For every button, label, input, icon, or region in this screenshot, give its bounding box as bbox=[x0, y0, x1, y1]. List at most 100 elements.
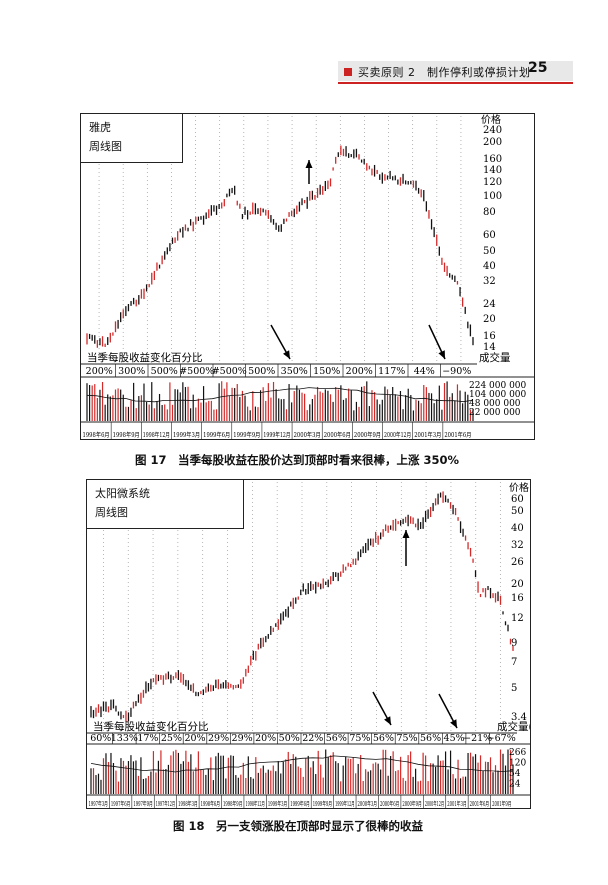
price-tick-label: 32 bbox=[483, 276, 496, 287]
eps-value: 133% bbox=[111, 733, 138, 744]
price-tick-label: 60 bbox=[511, 494, 524, 505]
eps-value: 25% bbox=[161, 733, 182, 744]
arrow-head-icon bbox=[450, 719, 457, 728]
date-label: 1999年9月 bbox=[313, 800, 332, 808]
price-tick-label: 80 bbox=[483, 207, 496, 218]
eps-value: #500% bbox=[212, 366, 247, 377]
eps-value: 22% bbox=[302, 733, 323, 744]
eps-value: 117% bbox=[378, 366, 405, 377]
volume-tick-label: 266 bbox=[509, 748, 526, 758]
volume-axis-label: 成交量 bbox=[479, 351, 511, 364]
eps-value: 56% bbox=[326, 733, 347, 744]
eps-value: 75% bbox=[396, 733, 417, 744]
figure-caption: 图 17 当季每股收益在股价达到顶部时看来很棒，上涨 350% bbox=[135, 453, 460, 467]
price-tick-label: 9 bbox=[511, 638, 517, 649]
date-label: 1997年12月 bbox=[156, 800, 175, 808]
date-label: 1999年9月 bbox=[233, 431, 260, 439]
price-tick-label: 120 bbox=[483, 177, 502, 188]
date-label: 2000年6月 bbox=[380, 800, 399, 808]
date-label: 1999年12月 bbox=[263, 431, 290, 439]
price-tick-label: 14 bbox=[483, 342, 496, 353]
eps-value: 200% bbox=[346, 366, 373, 377]
eps-value: 500% bbox=[248, 366, 275, 377]
volume-tick-label: 224 000 000 bbox=[469, 381, 527, 391]
date-label: 1999年12月 bbox=[335, 800, 354, 808]
eps-value: 44% bbox=[414, 366, 435, 377]
date-label: 2000年9月 bbox=[354, 431, 381, 439]
price-axis-label: 价格 bbox=[509, 481, 529, 494]
date-label: 2001年6月 bbox=[470, 800, 489, 808]
eps-value: 60% bbox=[90, 733, 111, 744]
volume-tick-label: 22 000 000 bbox=[469, 408, 521, 418]
price-tick-label: 24 bbox=[483, 299, 496, 310]
chart-yahoo: 240 200 160 140 120 100 80 60 50 40 32 24 20 16 14 价格 当季… bbox=[80, 113, 535, 440]
price-tick-label: 50 bbox=[511, 506, 524, 517]
price-tick-label: 12 bbox=[511, 613, 524, 624]
running-header: 买卖原则 2 制作停利或停损计划 bbox=[358, 66, 531, 79]
price-tick-label: 20 bbox=[483, 314, 496, 325]
date-label: 1998年9月 bbox=[113, 431, 140, 439]
chart-title: 雅虎 bbox=[89, 121, 111, 134]
eps-value: −90% bbox=[442, 366, 471, 377]
date-label: 2001年6月 bbox=[444, 431, 471, 439]
price-tick-label: 26 bbox=[511, 557, 524, 568]
volume-tick-label: 24 bbox=[509, 780, 521, 790]
eps-value: 29% bbox=[232, 733, 253, 744]
price-tick-label: 40 bbox=[483, 261, 496, 272]
eps-value: 20% bbox=[255, 733, 276, 744]
eps-value: −21% bbox=[463, 733, 492, 744]
volume-tick-label: 54 bbox=[509, 769, 521, 779]
eps-value: −67% bbox=[487, 733, 516, 744]
price-tick-label: 60 bbox=[483, 230, 496, 241]
eps-value: 50% bbox=[279, 733, 300, 744]
price-tick-label: 32 bbox=[511, 540, 524, 551]
price-tick-label: 16 bbox=[483, 331, 496, 342]
price-tick-label: 100 bbox=[483, 191, 502, 202]
date-label: 2000年6月 bbox=[324, 431, 351, 439]
price-tick-label: 200 bbox=[483, 137, 502, 148]
eps-value: 350% bbox=[281, 366, 308, 377]
price-axis-label: 价格 bbox=[481, 114, 501, 126]
running-header-bar bbox=[338, 61, 573, 81]
volume-tick-label: 48 000 000 bbox=[469, 399, 521, 409]
eps-value: 56% bbox=[373, 733, 394, 744]
date-label: 2000年3月 bbox=[358, 800, 377, 808]
chart-title: 太阳微系统 bbox=[95, 487, 150, 500]
eps-value: 75% bbox=[349, 733, 370, 744]
eps-value: 29% bbox=[208, 733, 229, 744]
date-label: 2001年3月 bbox=[447, 800, 466, 808]
eps-label: 当季每股收益变化百分比 bbox=[93, 720, 209, 733]
price-tick-label: 50 bbox=[483, 246, 496, 257]
date-label: 1998年12月 bbox=[245, 800, 264, 808]
price-tick-label: 160 bbox=[483, 154, 502, 165]
date-label: 1999年3月 bbox=[173, 431, 200, 439]
price-tick-label: 7 bbox=[511, 657, 517, 668]
date-label: 1997年9月 bbox=[133, 800, 152, 808]
arrow-head-icon bbox=[438, 350, 445, 359]
date-label: 2000年12月 bbox=[425, 800, 444, 808]
volume-average-line bbox=[90, 755, 514, 773]
chart-subtitle: 周线图 bbox=[95, 506, 128, 519]
arrow-head-icon bbox=[283, 350, 290, 359]
date-label: 1997年3月 bbox=[89, 800, 108, 808]
volume-tick-label: 120 bbox=[509, 759, 526, 769]
eps-value: 150% bbox=[313, 366, 340, 377]
figure-caption: 图 18 另一支领涨股在顶部时显示了很棒的收益 bbox=[173, 819, 424, 833]
date-label: 1997年6月 bbox=[111, 800, 130, 808]
price-tick-label: 16 bbox=[511, 593, 524, 604]
price-tick-label: 140 bbox=[483, 165, 502, 176]
date-label: 1998年3月 bbox=[178, 800, 197, 808]
bullet-icon bbox=[344, 68, 352, 76]
price-tick-label: 20 bbox=[511, 579, 524, 590]
eps-value: 500% bbox=[151, 366, 178, 377]
chart-title-box: 雅虎 周线图 bbox=[80, 113, 183, 163]
date-label: 1999年6月 bbox=[203, 431, 230, 439]
arrow-head-icon bbox=[384, 716, 391, 725]
date-label: 2000年9月 bbox=[402, 800, 421, 808]
chart-title-box: 太阳微系统 周线图 bbox=[86, 479, 244, 529]
date-label: 2001年9月 bbox=[492, 800, 511, 808]
date-label: 2001年3月 bbox=[414, 431, 441, 439]
